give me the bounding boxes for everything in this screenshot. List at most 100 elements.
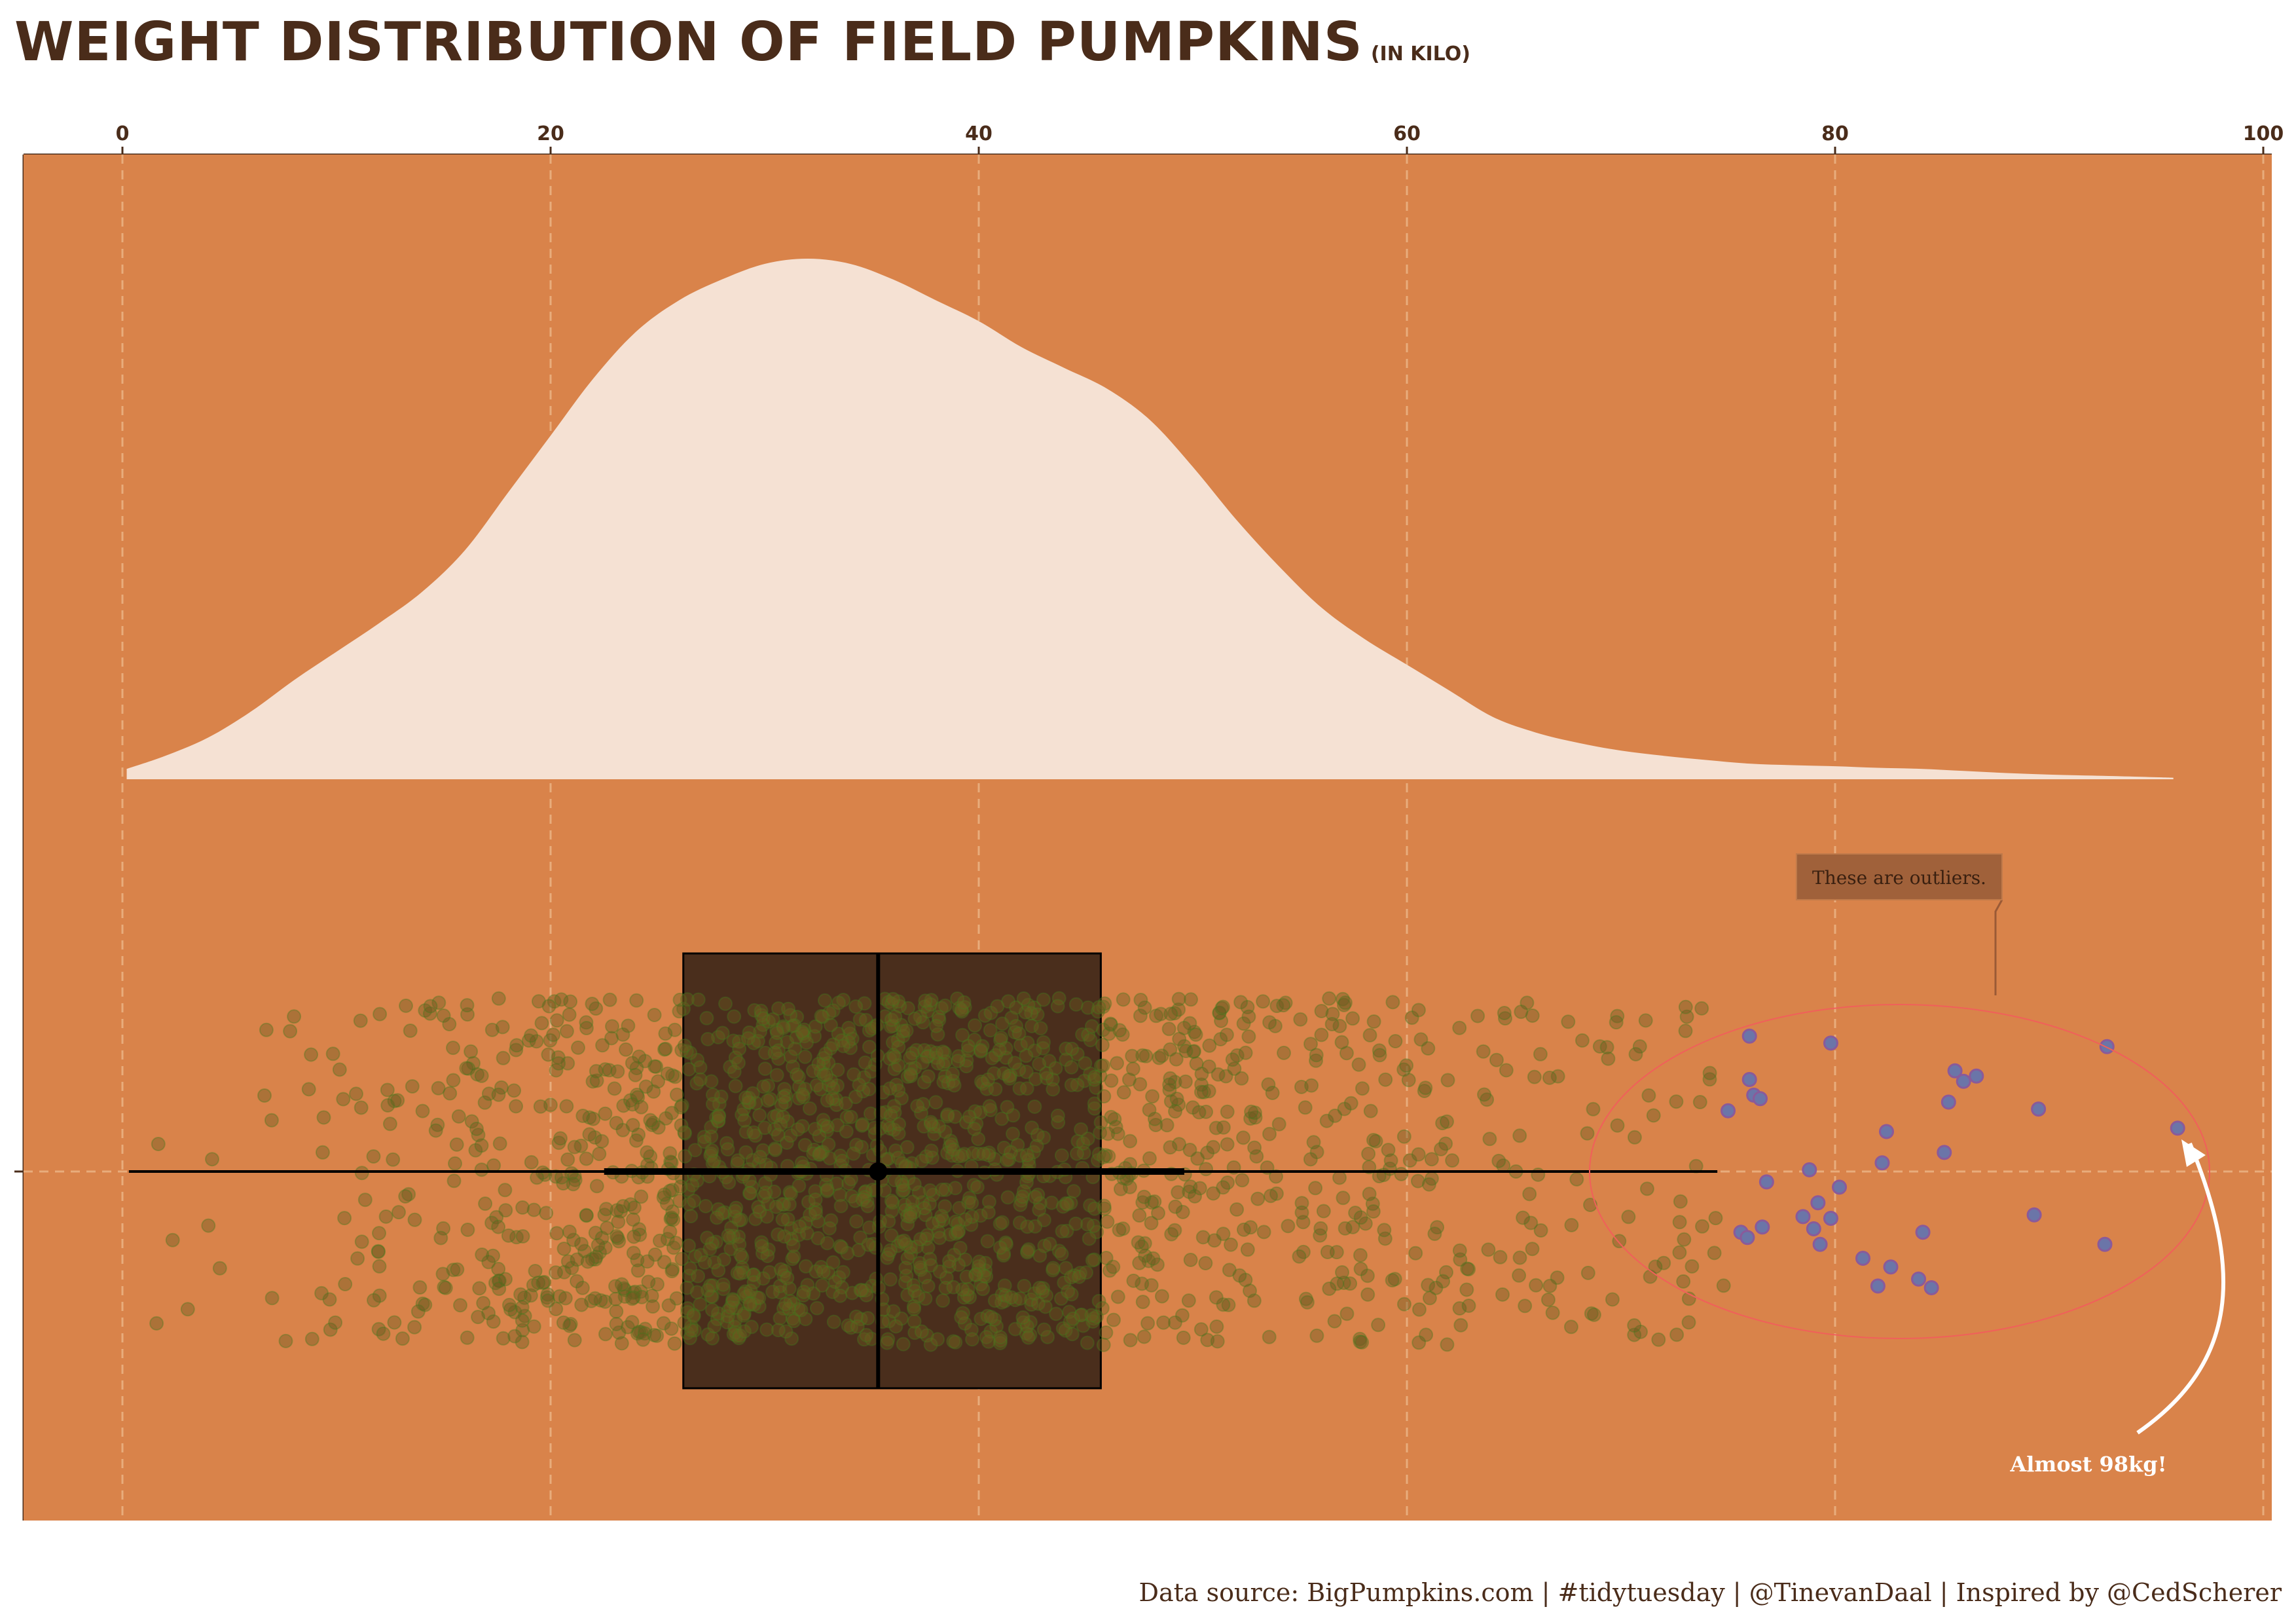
jitter-point (549, 1226, 564, 1241)
jitter-point (1196, 1084, 1211, 1099)
jitter-point (1025, 1120, 1040, 1135)
jitter-point (595, 1038, 610, 1053)
jitter-point (1184, 992, 1198, 1007)
jitter-point (705, 1331, 720, 1346)
jitter-point (995, 1016, 1010, 1031)
jitter-point (1020, 1219, 1035, 1234)
jitter-point (903, 1246, 919, 1261)
jitter-point (634, 1289, 649, 1304)
jitter-point (942, 1139, 957, 1154)
jitter-point (746, 1268, 761, 1283)
jitter-point (564, 1166, 579, 1181)
jitter-point (1199, 1104, 1214, 1119)
jitter-point (881, 1332, 896, 1347)
jitter-point (855, 1117, 870, 1132)
jitter-point (1678, 1024, 1693, 1039)
jitter-point (925, 1216, 940, 1231)
jitter-point (906, 1299, 921, 1314)
jitter-point (1046, 1263, 1061, 1278)
jitter-point (1061, 1284, 1076, 1299)
jitter-point (708, 1234, 723, 1249)
jitter-point (771, 1001, 786, 1016)
jitter-point (915, 1055, 930, 1070)
jitter-point (1009, 1019, 1024, 1033)
jitter-point (1135, 1295, 1150, 1310)
jitter-point (1256, 1225, 1271, 1240)
jitter-point (1599, 1040, 1614, 1055)
jitter-point (638, 1054, 653, 1069)
jitter-point (1209, 1120, 1224, 1135)
jitter-point (1677, 1232, 1692, 1247)
jitter-point (376, 1326, 391, 1341)
jitter-point (1091, 1293, 1106, 1308)
x-tick-label: 20 (537, 122, 564, 145)
jitter-point (934, 1209, 949, 1224)
jitter-point (1002, 1071, 1017, 1086)
jitter-point (1019, 1064, 1034, 1079)
jitter-point (974, 1044, 988, 1059)
jitter-point (918, 993, 933, 1008)
jitter-point (700, 1230, 715, 1246)
jitter-point (786, 1314, 801, 1329)
jitter-point (1020, 1035, 1035, 1050)
jitter-point (862, 1039, 877, 1054)
jitter-point (1011, 1026, 1027, 1041)
jitter-point (1140, 1316, 1156, 1331)
jitter-point (760, 1093, 775, 1108)
outlier-point (1832, 1179, 1848, 1195)
jitter-point (1044, 1195, 1059, 1210)
jitter-point (600, 1221, 615, 1236)
jitter-point (1126, 1273, 1141, 1288)
jitter-point (1001, 1069, 1016, 1084)
jitter-point (1335, 1265, 1349, 1280)
jitter-point (549, 1265, 563, 1280)
jitter-point (1156, 1315, 1171, 1330)
jitter-point (415, 1103, 430, 1118)
jitter-point (773, 1278, 788, 1293)
jitter-point (955, 1282, 970, 1297)
jitter-point (881, 1314, 896, 1329)
jitter-point (1104, 1109, 1119, 1124)
jitter-point (1360, 1287, 1376, 1302)
jitter-point (752, 1299, 767, 1314)
jitter-point (813, 1145, 828, 1160)
jitter-point (725, 1292, 740, 1307)
jitter-point (646, 1115, 661, 1130)
annotation-layer: These are outliers. Almost 98kg! (1588, 853, 2226, 1477)
jitter-point (904, 1202, 919, 1217)
jitter-point (1319, 1113, 1334, 1128)
jitter-point (699, 1010, 714, 1025)
jitter-point (987, 1066, 1002, 1081)
jitter-point (928, 1095, 943, 1110)
jitter-point (993, 1240, 1008, 1255)
jitter-point (973, 1105, 988, 1120)
jitter-point (1396, 1062, 1412, 1077)
jitter-point (1194, 1084, 1209, 1099)
jitter-point (973, 1208, 988, 1223)
jitter-point (1198, 1256, 1213, 1270)
jitter-point (962, 1290, 977, 1304)
jitter-point (1086, 1311, 1101, 1326)
jitter-point (926, 1187, 941, 1202)
jitter-point (1278, 995, 1293, 1010)
jitter-point (484, 1215, 500, 1230)
jitter-point (438, 1280, 453, 1295)
jitter-point (1060, 1196, 1075, 1211)
jitter-point (727, 1320, 742, 1335)
jitter-point (727, 1204, 742, 1219)
jitter-point (957, 995, 972, 1010)
jitter-point (1362, 1027, 1377, 1043)
jitter-point (767, 1045, 782, 1060)
jitter-point (328, 1315, 343, 1330)
outlier-point (1883, 1259, 1899, 1275)
jitter-point (1030, 1007, 1045, 1022)
jitter-point (283, 1024, 298, 1039)
jitter-point (1011, 1062, 1027, 1077)
jitter-point (721, 1175, 737, 1190)
jitter-point (831, 995, 846, 1010)
jitter-point (663, 1183, 678, 1198)
jitter-point (491, 1273, 506, 1288)
jitter-point (857, 996, 872, 1011)
jitter-point (788, 1041, 803, 1056)
jitter-point (845, 1285, 860, 1301)
